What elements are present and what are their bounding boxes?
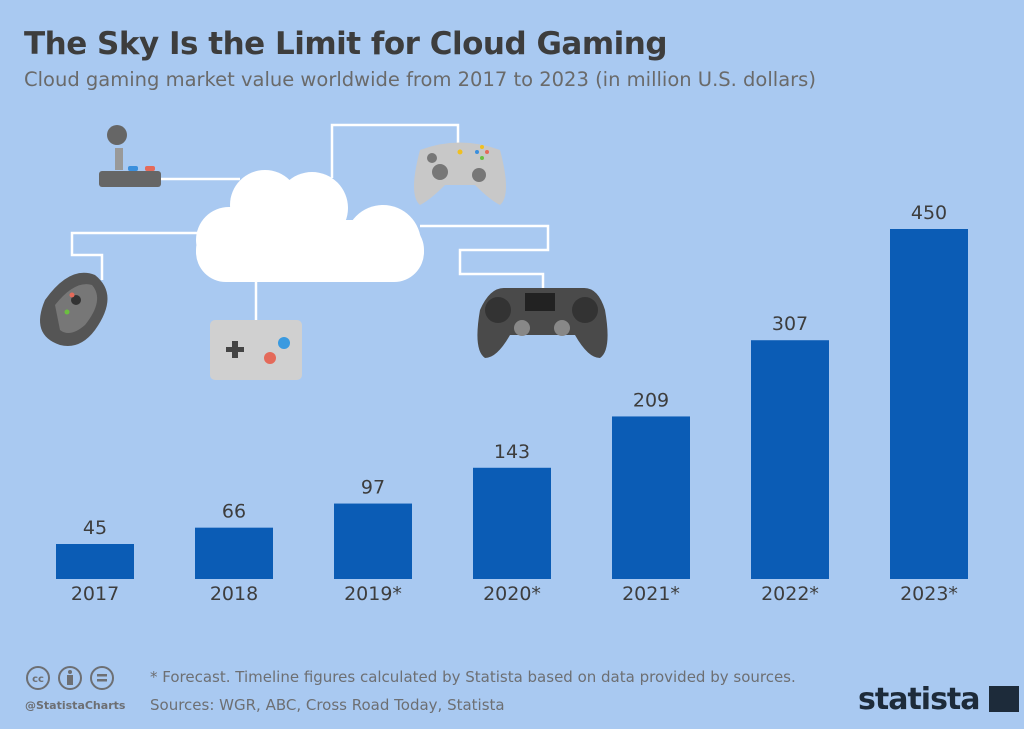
bar-2019 — [334, 503, 412, 579]
x-tick-label: 2023* — [900, 583, 958, 605]
x-tick-label: 2020* — [483, 583, 541, 605]
playstation-controller-icon — [477, 287, 608, 358]
bar-2020 — [473, 467, 551, 579]
statista-logo-mark-icon — [988, 686, 1019, 712]
chart-title: The Sky Is the Limit for Cloud Gaming — [24, 26, 668, 62]
x-tick-label: 2019* — [344, 583, 402, 605]
footnote: * Forecast. Timeline figures calculated … — [150, 668, 796, 686]
connector-lines — [70, 123, 550, 320]
bar-2023 — [890, 229, 968, 579]
gamepad-icon — [210, 320, 302, 380]
bar-2017 — [56, 544, 134, 579]
statista-logo: statista — [858, 682, 1019, 717]
xbox-controller-icon — [414, 142, 506, 205]
arcade-joystick-icon — [99, 125, 161, 187]
bar-2018 — [195, 527, 273, 579]
sources: Sources: WGR, ABC, Cross Road Today, Sta… — [150, 696, 505, 714]
data-label: 307 — [772, 313, 808, 335]
chart-subtitle: Cloud gaming market value worldwide from… — [24, 68, 816, 91]
x-tick-label: 2018 — [210, 583, 258, 605]
data-label: 45 — [83, 517, 107, 539]
gaming-mouse-icon — [40, 272, 108, 346]
cloud-icon — [196, 170, 424, 282]
bars-group: 45 2017 66 2018 97 2019* 143 2020* 209 2021* 307 20… — [56, 202, 968, 605]
bar-2021 — [612, 416, 690, 579]
data-label: 450 — [911, 202, 947, 224]
bar-2022 — [751, 340, 829, 579]
x-tick-label: 2022* — [761, 583, 819, 605]
data-label: 66 — [222, 501, 246, 523]
statista-logo-text: statista — [858, 682, 981, 717]
creative-commons-icons: cc — [26, 666, 114, 690]
svg-text:cc: cc — [32, 674, 44, 685]
data-label: 143 — [494, 441, 530, 463]
data-label: 209 — [633, 389, 669, 411]
x-tick-label: 2021* — [622, 583, 680, 605]
twitter-handle: @StatistaCharts — [25, 699, 126, 712]
data-label: 97 — [361, 477, 385, 499]
x-tick-label: 2017 — [71, 583, 119, 605]
